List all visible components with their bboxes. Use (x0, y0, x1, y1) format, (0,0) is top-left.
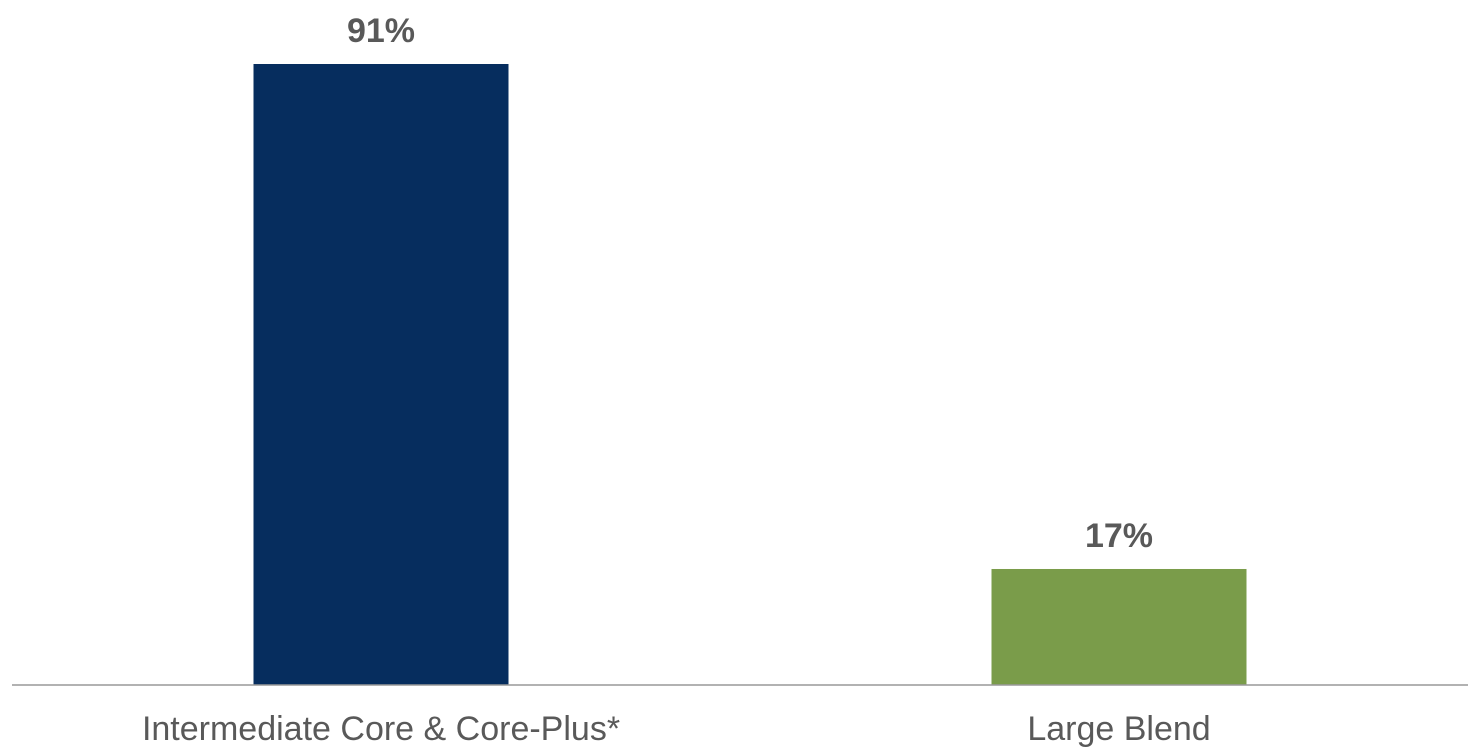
bar-1 (253, 64, 509, 685)
category-label-2: Large Blend (1027, 710, 1210, 748)
bars (253, 64, 1247, 685)
labels: 91% Intermediate Core & Core-Plus* 17% Larg… (142, 12, 1211, 748)
bar-2 (991, 568, 1247, 685)
category-label-1: Intermediate Core & Core-Plus* (142, 710, 620, 748)
data-label-1: 91% (347, 12, 415, 50)
data-label-2: 17% (1085, 517, 1153, 555)
